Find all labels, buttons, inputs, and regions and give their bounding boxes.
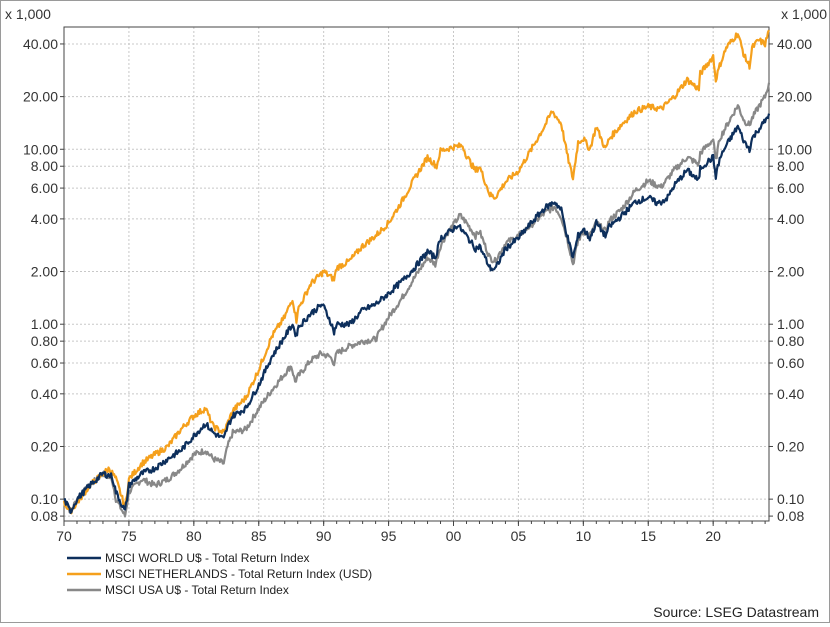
y-tick-label-left: 0.20	[31, 438, 58, 454]
y-tick-label-right: 6.00	[777, 180, 804, 196]
x-tick-label: 95	[381, 528, 397, 544]
y-tick-label-left: 0.60	[31, 355, 58, 371]
y-tick-label-right: 0.40	[777, 386, 804, 402]
x-tick-label: 15	[640, 528, 656, 544]
x-tick-label: 90	[316, 528, 332, 544]
source-label: Source: LSEG Datastream	[653, 604, 819, 620]
y-tick-label-right: 20.00	[777, 89, 812, 105]
y-tick-label-left: 20.00	[23, 89, 58, 105]
y-tick-label-left: 1.00	[31, 316, 58, 332]
scale-label-right: x 1,000	[781, 6, 827, 22]
x-tick-label: 85	[251, 528, 267, 544]
y-tick-label-left: 0.80	[31, 333, 58, 349]
y-tick-label-right: 0.80	[777, 333, 804, 349]
series-line	[63, 113, 771, 514]
x-axis: 70 75 80 85 90 95 00 05 10 15 20	[56, 521, 766, 544]
y-tick-label-left: 4.00	[31, 211, 58, 227]
y-tick-label-left: 2.00	[31, 264, 58, 280]
series-lines	[62, 29, 771, 518]
y-axis-right: 0.080.10 0.20 0.40 0.60 0.801.00 2.00 4.00 6.00…	[769, 36, 812, 524]
y-tick-label-left: 40.00	[23, 36, 58, 52]
x-tick-label: 00	[446, 528, 462, 544]
x-tick-label: 05	[511, 528, 527, 544]
y-tick-label-left: 0.10	[31, 491, 58, 507]
y-tick-label-left: 8.00	[31, 158, 58, 174]
y-tick-label-left: 0.08	[31, 508, 58, 524]
x-tick-label: 20	[705, 528, 721, 544]
y-tick-label-right: 8.00	[777, 158, 804, 174]
y-tick-label-right: 10.00	[777, 141, 812, 157]
y-tick-label-right: 0.08	[777, 508, 804, 524]
legend-label: MSCI WORLD U$ - Total Return Index	[105, 551, 310, 565]
series-line	[63, 82, 771, 518]
legend: MSCI WORLD U$ - Total Return Index MSCI N…	[67, 551, 372, 597]
y-tick-label-left: 6.00	[31, 180, 58, 196]
x-tick-label: 70	[56, 528, 72, 544]
y-tick-label-right: 40.00	[777, 36, 812, 52]
x-tick-label: 10	[576, 528, 592, 544]
x-tick-label: 80	[186, 528, 202, 544]
plot-area	[63, 26, 770, 522]
y-tick-label-right: 0.60	[777, 355, 804, 371]
legend-label: MSCI NETHERLANDS - Total Return Index (U…	[105, 567, 372, 581]
y-tick-label-right: 0.10	[777, 491, 804, 507]
series-line	[62, 29, 770, 515]
y-axis-left: 0.080.10 0.20 0.40 0.60 0.801.00 2.00 4.00 6.00…	[23, 36, 64, 524]
legend-label: MSCI USA U$ - Total Return Index	[105, 583, 289, 597]
y-tick-label-right: 0.20	[777, 438, 804, 454]
x-tick-label: 75	[121, 528, 137, 544]
y-tick-label-left: 0.40	[31, 386, 58, 402]
y-tick-label-right: 2.00	[777, 264, 804, 280]
y-tick-label-right: 4.00	[777, 211, 804, 227]
scale-label-left: x 1,000	[5, 6, 51, 22]
y-tick-label-right: 1.00	[777, 316, 804, 332]
y-tick-label-left: 10.00	[23, 141, 58, 157]
